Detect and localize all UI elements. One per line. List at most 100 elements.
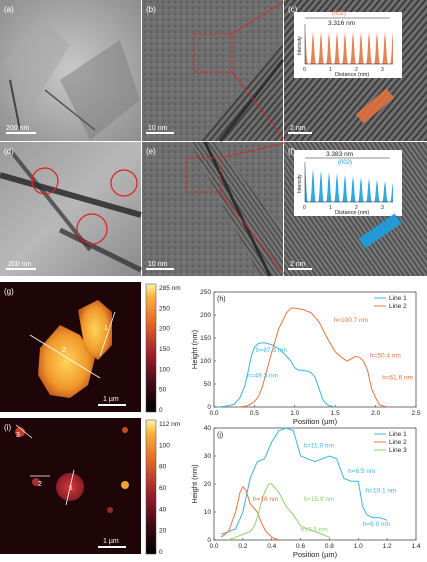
colorbar-tick-label: 0 — [159, 407, 163, 414]
scale-label: 1 µm — [103, 396, 119, 403]
inset-tick: 0 — [303, 67, 306, 73]
y-tick-label: 150 — [200, 335, 211, 342]
inset-plane: (002) — [338, 160, 352, 166]
profile-line-label: 1 — [104, 325, 108, 332]
legend-label: Line 2 — [389, 439, 407, 446]
colorbar-tick-label: 100 — [159, 442, 170, 449]
inset-xlabel: Distance (nm) — [335, 72, 369, 78]
height-annotation: h=100.7 nm — [334, 317, 369, 324]
x-tick-label: 2.5 — [411, 410, 420, 417]
y-tick-label: 200 — [200, 312, 211, 319]
height-annotation: h=6.5 nm — [348, 468, 375, 475]
x-tick-label: 1.0 — [354, 543, 363, 550]
x-tick-label: 1.5 — [331, 410, 340, 417]
inset-tick: 2 — [355, 205, 358, 211]
y-tick-label: 0 — [207, 537, 211, 544]
colorbar-tick-label: 20 — [159, 528, 167, 535]
scale-label: 200 nm — [8, 261, 32, 268]
y-tick-label: 100 — [200, 358, 211, 365]
panel-label: (a) — [4, 5, 14, 14]
profile-line — [29, 334, 101, 379]
panel-g: 1 2 (g) 1 µm 285 nm 250 200 150 100 50 0 — [0, 282, 181, 414]
colorbar-ticks: 112 nm 100 80 60 40 20 0 — [159, 421, 180, 556]
chart-j: (j) 0.0 0.2 0.4 0.6 0.8 1.0 1.2 1.4 0 10 20 30 40 Posi… — [190, 425, 421, 559]
y-tick-label: 30 — [204, 453, 212, 460]
panel-a: (a) 200 nm — [0, 0, 141, 141]
x-tick-label: 0.4 — [267, 543, 276, 550]
y-tick-label: 10 — [204, 509, 212, 516]
panel-label: (g) — [4, 287, 14, 296]
height-annotation: h=50.4 nm — [370, 352, 401, 359]
roi-line — [231, 71, 286, 141]
height-annotation: h=11.9 nm — [303, 443, 333, 450]
legend-label: Line 3 — [389, 447, 407, 454]
panel-label: (h) — [217, 296, 226, 303]
x-tick-label: 1.2 — [383, 543, 392, 550]
colorbar-tick-label: 200 — [159, 326, 170, 333]
y-tick-label: 40 — [204, 425, 212, 432]
series-line-1 — [217, 342, 336, 408]
inset-ylabel: Intensity — [297, 174, 303, 193]
scale-bar — [146, 132, 174, 134]
highlight-circle — [76, 213, 108, 245]
roi-line — [231, 0, 286, 35]
panel-c: (002) 3.316 nm Distance (nm) Intensity 0… — [284, 0, 427, 141]
panel-label: (i) — [4, 423, 11, 432]
panel-d: (d) 200 nm — [0, 142, 143, 276]
intensity-peaks — [305, 167, 393, 202]
x-tick-label: 1.4 — [411, 543, 420, 550]
inset-tick: 3 — [381, 67, 384, 73]
profile-line-label: 1 — [69, 485, 73, 492]
height-annotation: h=49.3 nm — [247, 373, 278, 380]
x-tick-label: 0.2 — [238, 543, 247, 550]
height-annotation: h=16 nm — [253, 496, 278, 503]
chart-h: (h) 0.0 0.5 1.0 1.5 2.0 2.5 0 50 100 150 200 250 Posi… — [190, 289, 421, 426]
scale-label: 10 nm — [148, 261, 168, 268]
y-tick-label: 20 — [204, 481, 212, 488]
inset-measure: 3.383 nm — [326, 151, 353, 158]
legend-label: Line 1 — [389, 431, 407, 438]
panel-label: (c) — [288, 5, 298, 14]
colorbar — [145, 283, 157, 413]
x-tick-label: 0.6 — [296, 543, 305, 550]
y-tick-label: 250 — [200, 289, 211, 296]
intensity-peaks — [305, 31, 393, 65]
legend-label: Line 1 — [389, 295, 407, 302]
inset-xlabel: Distance (nm) — [335, 210, 369, 216]
panel-label: (f) — [288, 147, 296, 156]
roi-box — [185, 157, 221, 193]
scale-bar — [288, 268, 312, 270]
colorbar-tick-label: 150 — [159, 346, 170, 353]
y-tick-label: 50 — [204, 381, 212, 388]
inset-tick: 0 — [303, 205, 306, 211]
series-line-2 — [238, 307, 388, 408]
profile-marker — [358, 213, 402, 249]
roi-box — [193, 33, 233, 73]
x-tick-label: 0.0 — [209, 543, 218, 550]
series-line-1 — [221, 427, 388, 535]
height-annotation: h=87.3 nm — [256, 347, 287, 354]
height-annotation: h=15.9 nm — [303, 496, 334, 503]
scale-bar — [288, 132, 312, 134]
x-tick-label: 0.5 — [250, 410, 259, 417]
x-tick-label: 0.0 — [209, 410, 218, 417]
x-axis-label: Position (µm) — [293, 417, 338, 426]
colorbar-tick-label: 0 — [159, 549, 163, 556]
scale-label: 10 nm — [148, 125, 168, 132]
x-axis-label: Position (µm) — [293, 550, 338, 559]
scale-label: 200 nm — [6, 125, 30, 132]
inset-tick: 3 — [381, 205, 384, 211]
scale-bar — [6, 268, 36, 270]
y-axis-label: Height (nm) — [190, 329, 199, 369]
panel-i: 1 2 3 (i) 1 µm 112 nm 100 80 60 40 20 0 — [0, 418, 180, 556]
series-line-3 — [228, 483, 330, 541]
height-annotation: h=9.9 nm — [363, 521, 390, 528]
panel-label: (e) — [146, 147, 156, 156]
y-axis-label: Height (nm) — [190, 464, 199, 504]
profile-marker — [355, 88, 395, 124]
colorbar-tick-label: 112 nm — [159, 421, 180, 428]
colorbar-tick-label: 40 — [159, 506, 167, 513]
scale-label: 2 nm — [290, 125, 306, 132]
scale-bar — [146, 268, 174, 270]
